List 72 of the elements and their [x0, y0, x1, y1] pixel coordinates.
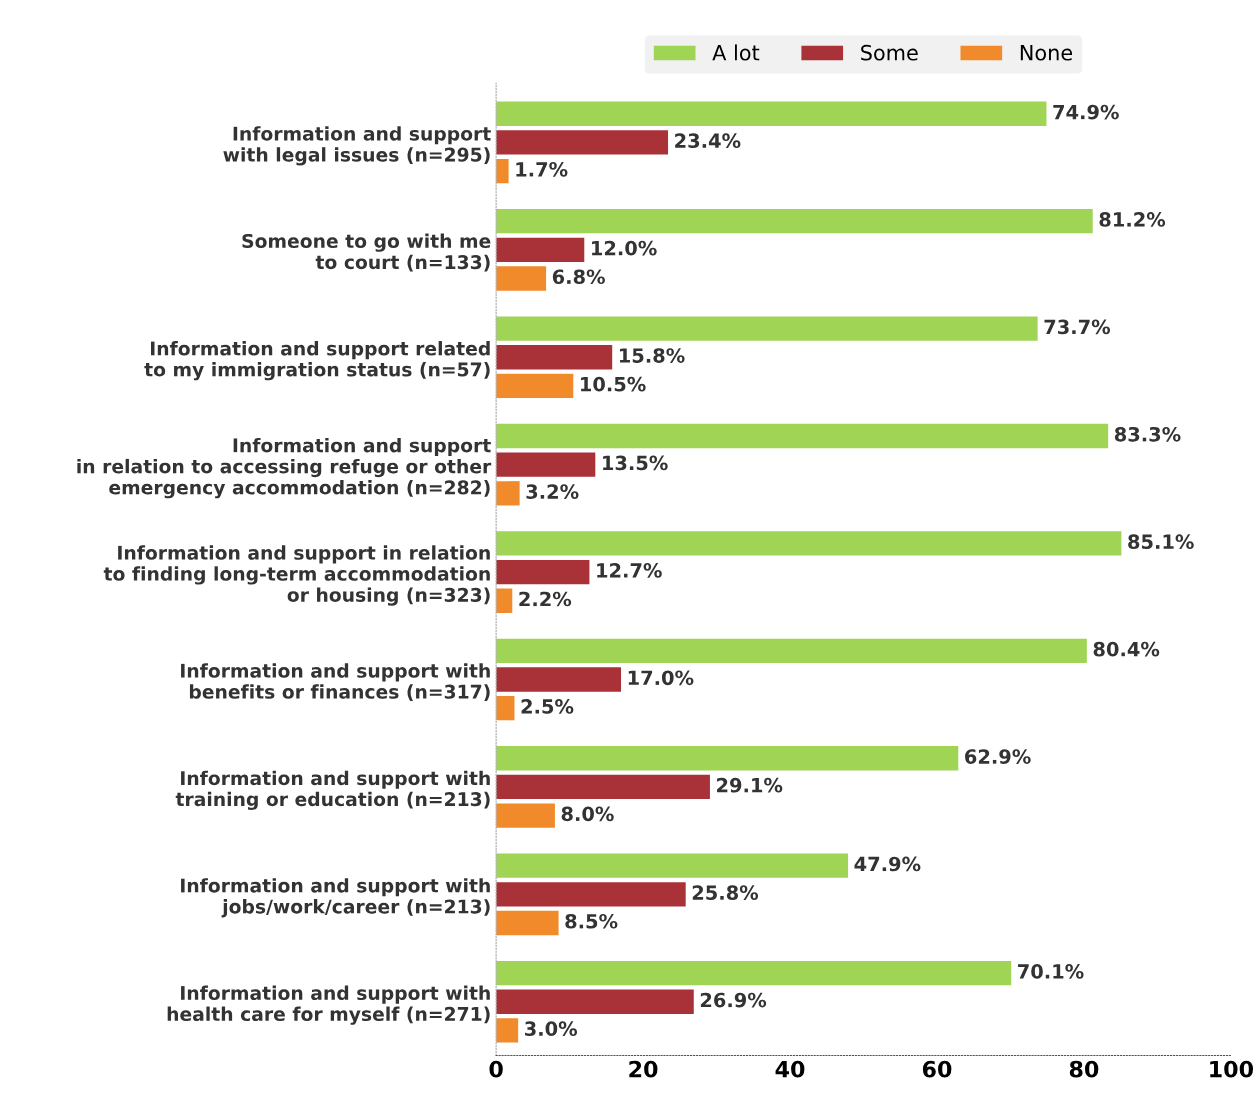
bar [496, 910, 559, 936]
data-label: 10.5% [581, 376, 646, 392]
bar [496, 266, 547, 291]
data-label: 73.7% [1044, 319, 1111, 335]
data-label: 17.0% [628, 670, 694, 686]
bar [496, 882, 686, 907]
bar [496, 989, 694, 1014]
data-label: 85.1% [1128, 534, 1194, 550]
data-label: 1.7% [516, 161, 568, 177]
data-label: 12.7% [597, 563, 662, 578]
data-label: 74.9% [1053, 104, 1119, 120]
bar [496, 746, 959, 771]
data-label: 8.0% [561, 806, 614, 822]
bar [496, 667, 622, 692]
x-tick-label: 0 [489, 1060, 503, 1078]
bar [496, 588, 513, 613]
data-label: 2.2% [519, 591, 572, 607]
bar [496, 559, 590, 585]
bar [496, 960, 1012, 986]
bar [496, 237, 585, 262]
data-label: 25.8% [692, 885, 759, 900]
bar [496, 1018, 519, 1043]
y-tick-label: Information and support in relation to accessing refuge or other emergency accommodation (n=282) [77, 437, 492, 499]
x-tick-label: 60 [922, 1060, 952, 1078]
y-tick-label: Information and support with jobs/work/career (n=213) [181, 878, 490, 918]
bar [496, 373, 574, 399]
data-label: 15.8% [619, 348, 685, 363]
bar [496, 101, 1047, 126]
data-label: 3.2% [526, 484, 579, 499]
bar [496, 774, 710, 800]
y-tick-label: Information and support with health care for myself (n=271) [167, 985, 490, 1025]
bar [496, 130, 669, 155]
y-tick-label: Information and support related to my immigration status (n=57) [144, 341, 490, 381]
y-tick-label: Information and support with legal issues (n=295) [223, 126, 491, 166]
data-label: 83.3% [1114, 426, 1181, 442]
legend-label: None [1020, 45, 1073, 61]
bar [496, 423, 1109, 449]
legend-label: A lot [712, 44, 760, 61]
data-label: 12.0% [592, 240, 657, 256]
data-label: 81.2% [1099, 212, 1166, 227]
y-tick-label: Information and support with benefits or finances (n=317) [181, 663, 490, 702]
bar [496, 803, 555, 828]
data-label: 80.4% [1093, 641, 1160, 657]
bar [496, 853, 849, 878]
legend-label: Some [861, 44, 918, 61]
data-label: 47.9% [854, 856, 921, 872]
y-tick-label: Someone to go with me to court (n=133) [242, 233, 491, 272]
bar [496, 345, 613, 370]
data-label: 26.9% [700, 992, 767, 1008]
bar [496, 158, 509, 184]
bar [496, 531, 1122, 556]
bar [496, 452, 596, 477]
y-tick-label: Information and support with training or education (n=213) [175, 770, 490, 810]
x-tick-label: 80 [1069, 1060, 1099, 1078]
x-tick-label: 20 [629, 1060, 658, 1078]
data-label: 62.9% [965, 749, 1031, 764]
bar [496, 638, 1087, 664]
data-label: 8.5% [565, 913, 618, 929]
bar [496, 695, 515, 721]
data-label: 13.5% [603, 455, 668, 471]
x-tick-label: 100 [1210, 1060, 1254, 1078]
x-tick-label: 40 [775, 1060, 805, 1078]
y-tick-label: Information and support in relation to finding long-term accommodation or housing (n=323) [103, 545, 490, 606]
data-label: 6.8% [552, 269, 605, 285]
bar [496, 481, 520, 506]
bar [496, 209, 1093, 234]
bar [496, 316, 1038, 341]
data-label: 23.4% [675, 133, 741, 149]
data-label: 3.0% [525, 1021, 578, 1037]
data-label: 70.1% [1018, 964, 1084, 979]
data-label: 2.5% [521, 699, 574, 714]
data-label: 29.1% [717, 777, 783, 793]
